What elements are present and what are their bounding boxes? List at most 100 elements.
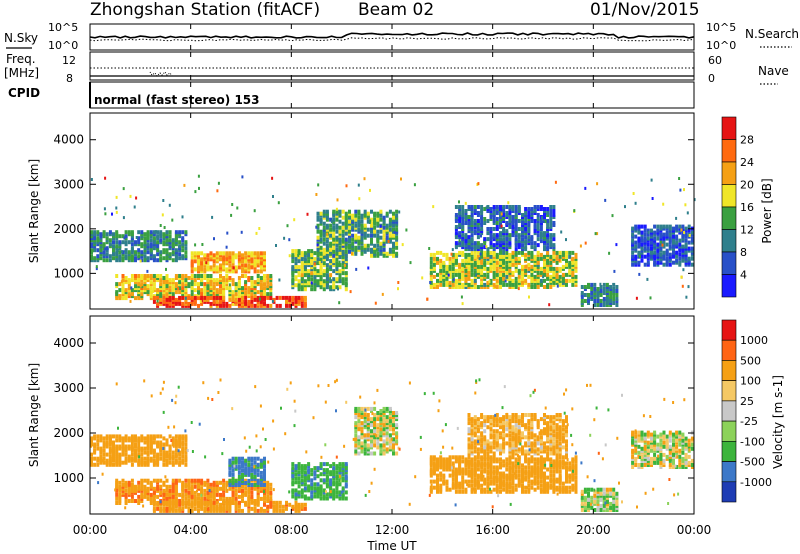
echo-cell xyxy=(156,462,160,467)
echo-cell xyxy=(638,272,641,276)
echo-cell xyxy=(492,469,496,474)
echo-cell xyxy=(533,223,537,227)
echo-cell xyxy=(473,254,477,259)
echo-cell xyxy=(517,465,521,470)
echo-cell xyxy=(541,216,543,220)
echo-cell xyxy=(283,236,286,240)
echo-cell xyxy=(165,462,169,467)
echo-cell xyxy=(458,250,462,255)
echo-cell xyxy=(112,252,115,257)
echo-cell xyxy=(203,508,207,513)
echo-cell xyxy=(464,479,468,484)
echo-cell xyxy=(499,276,502,281)
echo-cell xyxy=(596,295,600,299)
echo-cell xyxy=(203,500,207,505)
echo-cell xyxy=(643,248,647,253)
echo-cell xyxy=(99,434,103,439)
echo-cell xyxy=(222,504,226,509)
echo-cell xyxy=(662,250,666,255)
echo-cell xyxy=(168,295,172,300)
echo-cell xyxy=(291,259,295,264)
echo-cell xyxy=(222,284,226,289)
echo-cell xyxy=(241,508,244,513)
echo-cell xyxy=(521,243,524,248)
echo-cell xyxy=(118,452,122,457)
echo-cell xyxy=(187,295,191,300)
echo-cell xyxy=(316,474,320,479)
echo-cell xyxy=(568,254,572,259)
echo-cell xyxy=(499,483,502,488)
echo-cell xyxy=(162,295,166,300)
echo-cell xyxy=(502,471,506,476)
echo-cell xyxy=(244,500,248,505)
echo-cell xyxy=(323,255,326,259)
echo-cell xyxy=(297,480,301,485)
echo-cell xyxy=(212,488,216,493)
echo-cell xyxy=(558,278,561,282)
echo-cell xyxy=(439,258,443,263)
echo-cell xyxy=(325,263,329,268)
echo-cell xyxy=(102,250,106,255)
echo-cell xyxy=(480,280,484,285)
echo-cell xyxy=(458,223,462,227)
echo-cell xyxy=(445,264,449,269)
echo-cell xyxy=(156,440,160,445)
echo-cell xyxy=(476,227,480,231)
echo-cell xyxy=(206,482,210,487)
echo-cell xyxy=(552,205,556,209)
echo-cell xyxy=(187,506,191,511)
echo-cell xyxy=(646,246,650,251)
echo-cell xyxy=(445,256,449,261)
echo-cell xyxy=(181,440,185,445)
echo-cell xyxy=(517,256,521,261)
echo-cell xyxy=(373,243,377,248)
echo-cell xyxy=(159,252,163,257)
echo-cell xyxy=(590,291,594,295)
echo-cell xyxy=(574,252,578,257)
echo-cell xyxy=(146,488,150,493)
echo-cell xyxy=(451,274,455,279)
echo-cell xyxy=(332,245,336,250)
echo-cell xyxy=(432,274,436,279)
echo-cell xyxy=(244,490,248,495)
echo-cell xyxy=(373,413,377,417)
echo-cell xyxy=(458,285,462,289)
echo-cell xyxy=(127,499,131,503)
echo-cell xyxy=(259,462,263,467)
echo-cell xyxy=(152,454,156,459)
echo-cell xyxy=(152,488,156,493)
echo-cell xyxy=(168,446,172,451)
echo-cell xyxy=(454,205,458,209)
echo-cell xyxy=(338,470,342,475)
echo-cell xyxy=(602,287,606,291)
echo-cell xyxy=(209,301,213,306)
echo-cell xyxy=(590,285,594,289)
echo-cell xyxy=(152,289,155,293)
echo-cell xyxy=(266,499,270,503)
echo-cell xyxy=(596,232,599,236)
echo-cell xyxy=(93,456,97,461)
echo-cell xyxy=(543,207,546,211)
echo-cell xyxy=(464,487,468,492)
echo-cell xyxy=(461,467,465,472)
echo-cell xyxy=(203,261,207,266)
echo-cell xyxy=(156,240,160,245)
echo-cell xyxy=(156,506,160,511)
echo-cell xyxy=(108,462,112,467)
echo-cell xyxy=(565,258,568,263)
echo-cell xyxy=(203,282,207,287)
echo-cell xyxy=(90,436,93,441)
echo-cell xyxy=(467,270,471,275)
echo-cell xyxy=(489,215,493,219)
echo-cell xyxy=(200,496,204,501)
echo-cell xyxy=(514,247,518,252)
echo-cell xyxy=(381,292,384,296)
echo-cell xyxy=(473,229,477,234)
echo-cell xyxy=(379,417,383,422)
echo-cell xyxy=(184,492,188,497)
echo-cell xyxy=(476,483,480,488)
echo-cell xyxy=(499,285,502,289)
echo-cell xyxy=(385,425,389,430)
echo-cell xyxy=(473,483,477,488)
echo-cell xyxy=(599,289,603,293)
